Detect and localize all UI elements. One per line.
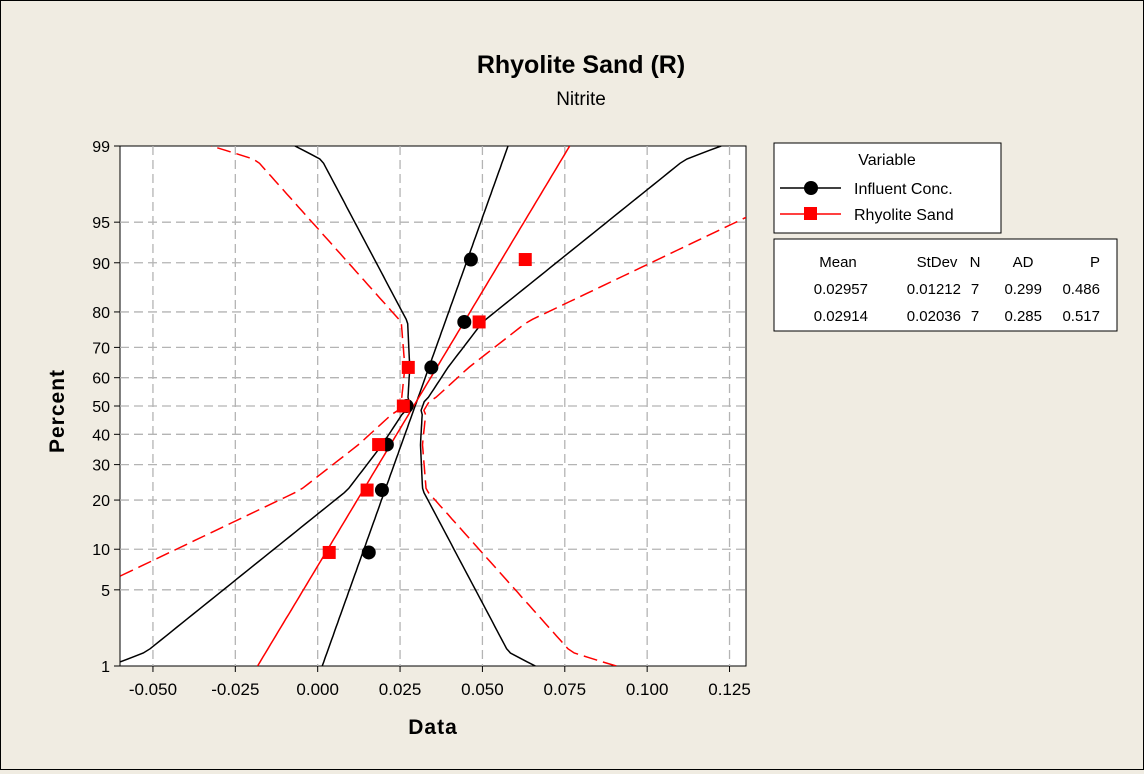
stats-row-2-n: 7 xyxy=(971,308,979,325)
stats-row-2-mean: 0.02914 xyxy=(814,308,868,325)
y-tick-label: 60 xyxy=(92,371,110,388)
y-tick-label: 5 xyxy=(101,583,110,600)
rhyolite-point xyxy=(396,399,410,413)
y-tick-label: 80 xyxy=(92,305,110,322)
x-tick-label: 0.125 xyxy=(708,680,751,699)
stats-row-1-mean: 0.02957 xyxy=(814,281,868,298)
y-tick-label: 10 xyxy=(92,542,110,559)
rhyolite-ci-upper-line xyxy=(421,216,746,666)
legend-title: Variable xyxy=(858,152,916,169)
y-tick-label: 90 xyxy=(92,256,110,273)
stats-box xyxy=(773,238,1118,332)
x-tick-label: 0.100 xyxy=(626,680,669,699)
influent-point xyxy=(457,314,472,329)
y-tick-label: 30 xyxy=(92,458,110,475)
stats-table: Mean StDev N AD P 0.02957 0.01212 7 0.29… xyxy=(773,238,1118,332)
stats-row-2-p: 0.517 xyxy=(1062,308,1100,325)
stats-header-n: N xyxy=(970,254,981,271)
rhyolite-point xyxy=(360,483,374,497)
rhyolite-point xyxy=(472,315,486,329)
y-tick-label: 40 xyxy=(92,427,110,444)
grid-lines xyxy=(120,146,746,666)
legend-marker-influent xyxy=(804,181,818,195)
y-axis-ticks: 1 5 10 20 30 40 50 60 70 80 90 95 99 xyxy=(92,139,120,676)
chart-title: Rhyolite Sand (R) xyxy=(477,51,685,79)
stats-header-mean: Mean xyxy=(819,254,857,271)
rhyolite-fit-line xyxy=(256,146,571,666)
x-axis-label: Data xyxy=(408,716,458,739)
x-tick-label: -0.025 xyxy=(211,680,259,699)
rhyolite-point xyxy=(372,438,386,452)
legend-marker-rhyolite xyxy=(804,207,817,220)
influent-fit-line xyxy=(321,146,509,666)
stats-row-1-n: 7 xyxy=(971,281,979,298)
x-tick-label: 0.050 xyxy=(461,680,504,699)
stats-row-1-stdev: 0.01212 xyxy=(907,281,961,298)
x-tick-label: 0.075 xyxy=(544,680,587,699)
legend-label-rhyolite: Rhyolite Sand xyxy=(854,207,954,224)
stats-row-2-ad: 0.285 xyxy=(1004,308,1042,325)
rhyolite-point xyxy=(322,545,336,559)
influent-point xyxy=(424,360,439,375)
stats-header-stdev: StDev xyxy=(917,254,958,271)
stats-row-1-ad: 0.299 xyxy=(1004,281,1042,298)
y-tick-label: 1 xyxy=(101,659,110,676)
y-tick-label: 20 xyxy=(92,493,110,510)
stats-row-2-stdev: 0.02036 xyxy=(907,308,961,325)
rhyolite-point xyxy=(518,253,532,267)
y-tick-label: 99 xyxy=(92,139,110,156)
chart-subtitle: Nitrite xyxy=(556,89,606,110)
influent-ci-upper-line xyxy=(419,146,722,666)
rhyolite-point xyxy=(401,360,415,374)
legend: Variable Influent Conc. Rhyolite Sand xyxy=(773,142,1002,234)
x-tick-label: 0.025 xyxy=(379,680,422,699)
influent-point xyxy=(374,483,389,498)
stats-header-p: P xyxy=(1090,254,1100,271)
influent-point xyxy=(463,252,478,267)
y-tick-label: 70 xyxy=(92,340,110,357)
stats-row-1-p: 0.486 xyxy=(1062,281,1100,298)
stats-header-ad: AD xyxy=(1013,254,1034,271)
influent-point xyxy=(361,545,376,560)
x-tick-label: 0.000 xyxy=(296,680,339,699)
x-axis-ticks: -0.050 -0.025 0.000 0.025 0.050 0.075 0.100 0.1… xyxy=(129,666,751,699)
data-points xyxy=(322,252,532,560)
x-tick-label: -0.050 xyxy=(129,680,177,699)
y-tick-label: 50 xyxy=(92,399,110,416)
legend-label-influent: Influent Conc. xyxy=(854,181,953,198)
y-tick-label: 95 xyxy=(92,215,110,232)
y-axis-label: Percent xyxy=(46,369,69,453)
